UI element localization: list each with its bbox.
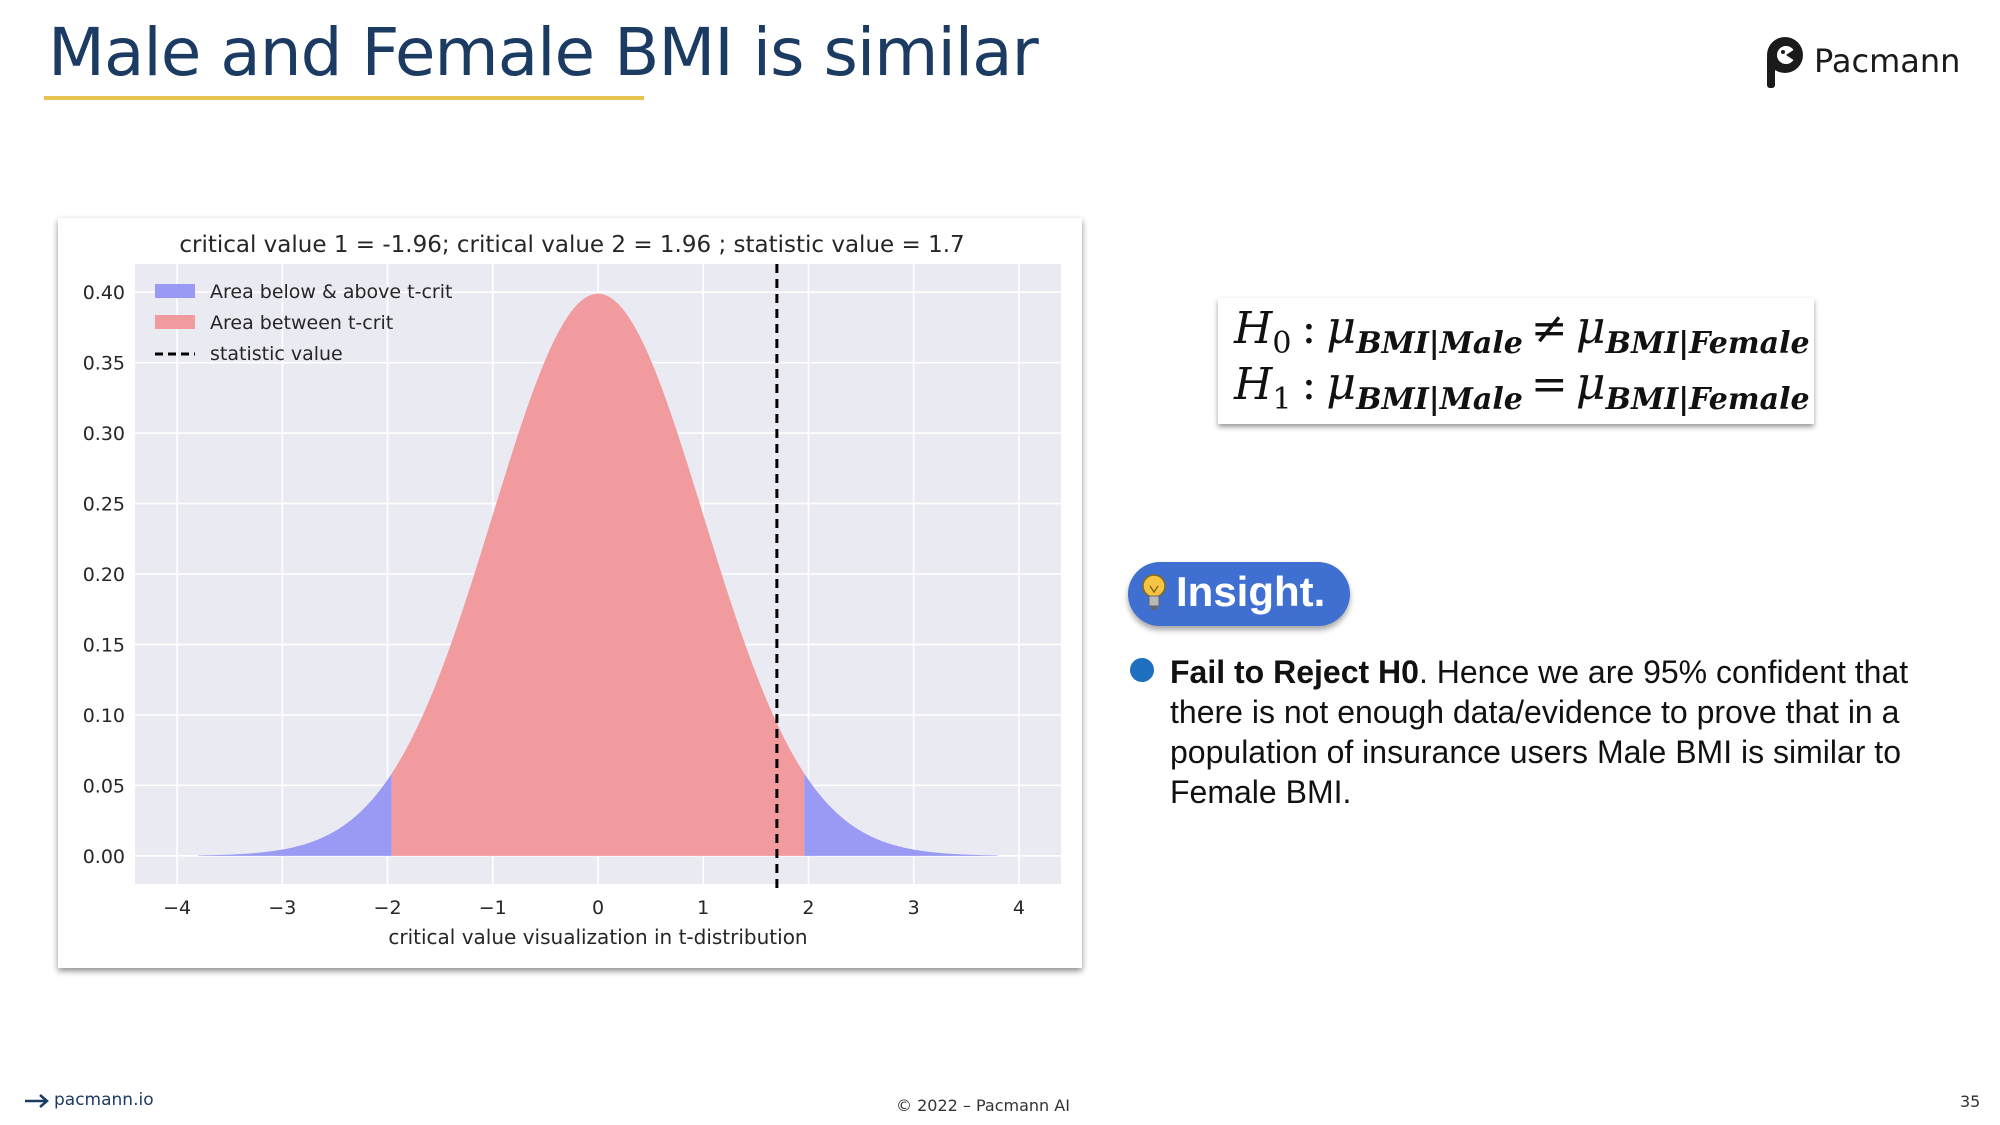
- left-tail-area: [198, 773, 392, 856]
- y-tick-label: 0.30: [83, 423, 125, 445]
- x-tick-label: 2: [802, 897, 814, 919]
- h0-colon: :: [1301, 303, 1317, 354]
- h0-symbol: H: [1234, 303, 1273, 354]
- x-tick-label: 4: [1013, 897, 1025, 919]
- insight-explanation: . Hence we are 95% confident that there …: [1170, 654, 1909, 810]
- null-hypothesis: H0: μBMI|Male ≠ μBMI|Female: [1234, 300, 1810, 361]
- t-distribution-chart: critical value 1 = -1.96; critical value…: [83, 232, 1061, 949]
- x-tick-label: 3: [908, 897, 920, 919]
- center-area: [391, 293, 805, 856]
- pacmann-logo-icon: [1767, 37, 1803, 88]
- insight-conclusion: Fail to Reject H0: [1170, 654, 1419, 690]
- insight-pill: Insight.: [1128, 562, 1350, 626]
- not-equal-symbol: ≠: [1530, 303, 1568, 354]
- brand-name: Pacmann: [1814, 42, 1961, 80]
- h1-index: 1: [1272, 382, 1292, 417]
- tick-labels: −4 −3 −2 −1 0 1 2 3 4 0.00 0.05 0.10 0.15 0.20 0.25 0.3…: [83, 282, 1025, 919]
- distribution-areas: [198, 293, 998, 856]
- y-tick-label: 0.20: [83, 564, 125, 586]
- mu-male-subscript: BMI|Male: [1356, 326, 1523, 361]
- chart-title: critical value 1 = -1.96; critical value…: [179, 232, 964, 258]
- insight-text: Fail to Reject H0. Hence we are 95% conf…: [1170, 652, 1910, 812]
- y-tick-label: 0.25: [83, 494, 125, 516]
- equal-symbol: =: [1530, 359, 1568, 410]
- legend-swatch-tails: [155, 284, 195, 298]
- y-tick-label: 0.35: [83, 353, 125, 375]
- bullet-dot: [1130, 658, 1154, 682]
- x-axis-label: critical value visualization in t-distri…: [388, 925, 807, 949]
- footer-link-text[interactable]: pacmann.io: [54, 1090, 154, 1110]
- hypothesis-card: H0: μBMI|Male ≠ μBMI|Female H1: μBMI|Male = μB…: [1218, 298, 1814, 424]
- mu-male-symbol: μ: [1326, 356, 1357, 410]
- h1-symbol: H: [1234, 359, 1273, 410]
- title-underline: [44, 96, 644, 100]
- legend-label-center: Area between t-crit: [210, 312, 393, 334]
- slide-title: Male and Female BMI is similar: [48, 14, 1039, 91]
- mu-male-subscript: BMI|Male: [1356, 382, 1523, 417]
- y-tick-label: 0.00: [83, 846, 125, 868]
- x-tick-label: −2: [374, 897, 402, 919]
- insight-label: Insight.: [1176, 568, 1326, 615]
- brand-logo: Pacmann: [1762, 34, 1972, 90]
- mu-male-symbol: μ: [1326, 300, 1357, 354]
- mu-female-subscript: BMI|Female: [1605, 326, 1810, 361]
- y-tick-label: 0.40: [83, 282, 125, 304]
- right-tail-area: [804, 773, 998, 856]
- mu-female-symbol: μ: [1575, 300, 1606, 354]
- h0-index: 0: [1272, 326, 1292, 361]
- chart-card: critical value 1 = -1.96; critical value…: [58, 218, 1082, 968]
- x-tick-label: −3: [268, 897, 296, 919]
- footer-copyright: © 2022 – Pacmann AI: [896, 1096, 1070, 1115]
- legend-label-statistic: statistic value: [210, 343, 343, 365]
- mu-female-symbol: μ: [1575, 356, 1606, 410]
- x-tick-label: 0: [592, 897, 604, 919]
- legend-swatch-center: [155, 315, 195, 329]
- x-tick-label: 1: [697, 897, 709, 919]
- chart-legend: Area below & above t-crit Area between t…: [155, 281, 452, 365]
- h1-colon: :: [1301, 359, 1317, 410]
- y-tick-label: 0.10: [83, 705, 125, 727]
- y-tick-label: 0.15: [83, 634, 125, 656]
- arrow-right-icon: [25, 1094, 49, 1108]
- alternative-hypothesis: H1: μBMI|Male = μBMI|Female: [1234, 356, 1810, 417]
- lightbulb-icon: [1142, 574, 1166, 610]
- legend-label-tails: Area below & above t-crit: [210, 281, 452, 303]
- y-tick-label: 0.05: [83, 775, 125, 797]
- page-number: 35: [1960, 1092, 1981, 1111]
- mu-female-subscript: BMI|Female: [1605, 382, 1810, 417]
- x-tick-label: −1: [479, 897, 507, 919]
- x-tick-label: −4: [163, 897, 191, 919]
